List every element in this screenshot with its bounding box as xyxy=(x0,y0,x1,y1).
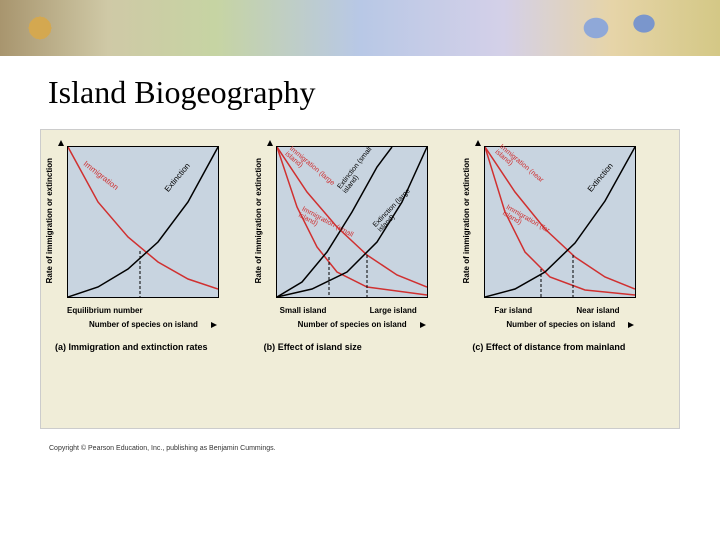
copyright-text: Copyright © Pearson Education, Inc., pub… xyxy=(49,445,276,452)
panel-a: Rate of immigration or extinction Immigr… xyxy=(49,138,254,388)
y-axis-label: Rate of immigration or extinction xyxy=(254,158,263,283)
y-axis-arrow-icon xyxy=(58,140,64,146)
marker-label-far: Far island xyxy=(494,306,532,315)
x-axis-label: Number of species on island xyxy=(298,320,407,329)
plot-area-a: Immigration Extinction xyxy=(67,146,219,298)
panel-caption-c: (c) Effect of distance from mainland xyxy=(472,342,625,352)
plot-area-c: Immigration (near island) Immigration (f… xyxy=(484,146,636,298)
x-axis-arrow-icon xyxy=(628,322,634,328)
plot-area-b: Immigration (large island) Immigration (… xyxy=(276,146,428,298)
marker-label-eq: Equilibrium number xyxy=(67,306,143,315)
marker-label-near: Near island xyxy=(576,306,619,315)
panel-b: Rate of immigration or extinction Immigr… xyxy=(258,138,463,388)
x-axis-label: Number of species on island xyxy=(506,320,615,329)
y-axis-label: Rate of immigration or extinction xyxy=(462,158,471,283)
marker-label-small: Small island xyxy=(280,306,327,315)
panel-letter: (b) xyxy=(264,342,276,352)
y-axis-arrow-icon xyxy=(475,140,481,146)
marker-label-large: Large island xyxy=(370,306,417,315)
y-axis-arrow-icon xyxy=(267,140,273,146)
x-axis-arrow-icon xyxy=(420,322,426,328)
page-title: Island Biogeography xyxy=(48,74,720,111)
decorative-banner xyxy=(0,0,720,56)
x-axis-label: Number of species on island xyxy=(89,320,198,329)
panel-caption-text: Effect of island size xyxy=(278,342,362,352)
panel-caption-text: Immigration and extinction rates xyxy=(69,342,208,352)
panel-c: Rate of immigration or extinction Immigr… xyxy=(466,138,671,388)
panel-letter: (c) xyxy=(472,342,483,352)
figure-container: Rate of immigration or extinction Immigr… xyxy=(40,129,680,429)
y-axis-label: Rate of immigration or extinction xyxy=(45,158,54,283)
x-axis-arrow-icon xyxy=(211,322,217,328)
panel-letter: (a) xyxy=(55,342,66,352)
panel-caption-a: (a) Immigration and extinction rates xyxy=(55,342,208,352)
panel-caption-b: (b) Effect of island size xyxy=(264,342,362,352)
panel-caption-text: Effect of distance from mainland xyxy=(486,342,626,352)
